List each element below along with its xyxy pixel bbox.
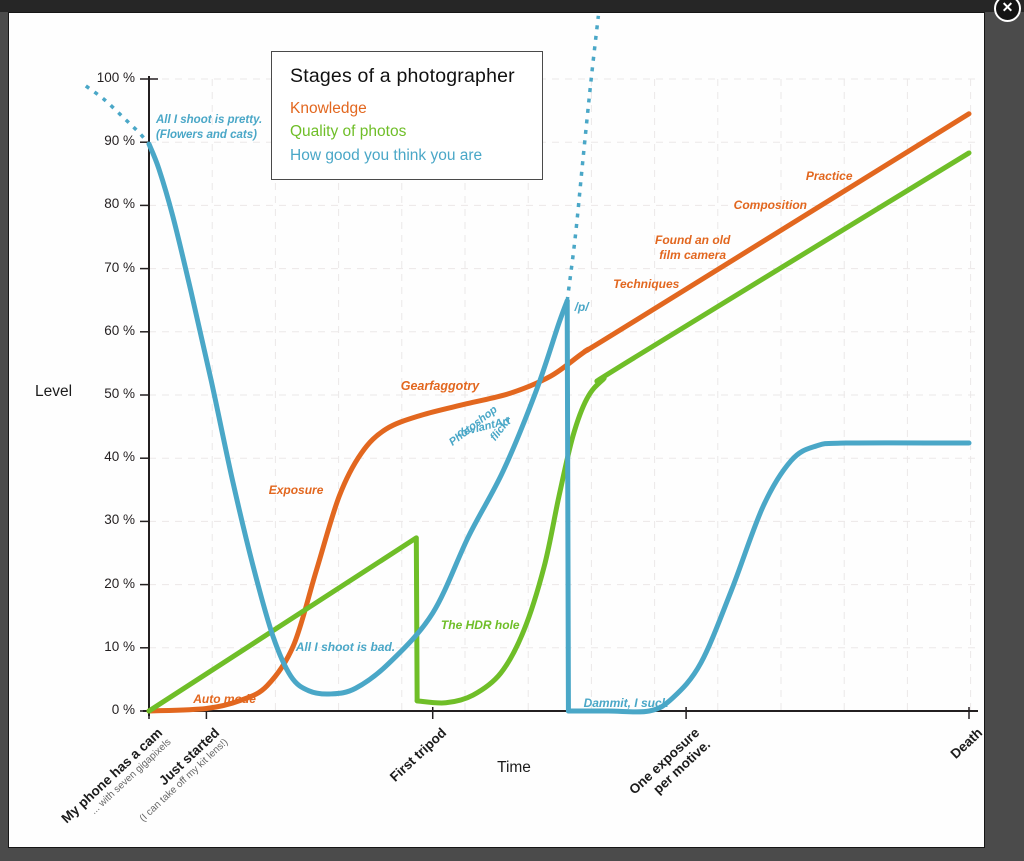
y-tick-label: 10 % [104,638,135,654]
series-line-2 [564,298,571,714]
series-line-0 [146,111,972,714]
chart-title: Stages of a photographer [290,65,515,87]
y-tick-label: 50 % [104,386,135,401]
series-line-1 [146,535,420,714]
chart-panel: Stages of a photographer Knowledge Quali… [8,12,985,848]
chart-annotation: Auto mode [193,692,256,707]
series-line-2 [565,15,601,302]
chart-annotation: Techniques [613,276,680,291]
chart-annotation: Gearfaggotry [400,379,480,394]
series-line-2 [84,84,151,146]
legend-item-quality: Quality of photos [290,123,407,141]
y-tick-label: 60 % [104,322,135,338]
close-icon[interactable]: ✕ [994,0,1021,22]
legend-item-knowledge: Knowledge [290,100,367,117]
chart-annotation: Exposure [268,482,324,497]
chart-annotation: /p/ [574,300,589,315]
chart-annotation: All I shoot is pretty. (Flowers and cats… [155,114,263,141]
browser-top-strip [0,0,1024,12]
chart-canvas [84,15,978,719]
series-line-2 [565,440,972,715]
series-line-1 [414,150,972,706]
y-tick-label: 80 % [104,196,135,212]
y-tick-label: 20 % [104,575,135,591]
chart-annotation: Practice [805,168,853,183]
chart-annotation: All I shoot is bad. [295,640,396,655]
series-line-2 [146,141,570,697]
chart-annotation: Composition [733,197,807,212]
x-axis-title: Time [497,759,531,776]
chart-annotation: Found an old film camera [654,233,731,263]
legend-item-think: How good you think you are [290,146,483,164]
chart-annotation: Dammit, I suck [583,695,669,710]
y-tick-label: 90 % [104,133,135,149]
y-tick-label: 70 % [104,259,135,275]
y-axis-title: Level [35,383,73,400]
legend-box: Stages of a photographer Knowledge Quali… [271,51,543,180]
y-tick-label: 100 % [96,70,135,85]
chart-annotation: The HDR hole [440,618,520,633]
y-tick-label: 40 % [104,449,135,465]
y-tick-label: 30 % [104,512,135,528]
y-tick-label: 0 % [111,702,135,717]
